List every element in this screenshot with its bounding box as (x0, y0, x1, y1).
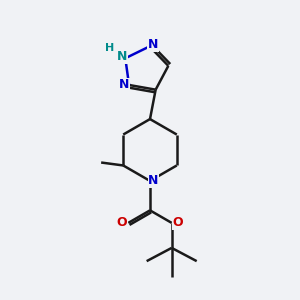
Text: O: O (116, 216, 127, 230)
Text: N: N (148, 174, 159, 188)
Text: N: N (118, 79, 129, 92)
Text: H: H (105, 43, 115, 53)
Text: N: N (117, 50, 127, 63)
Text: N: N (148, 38, 158, 51)
Text: O: O (173, 216, 184, 230)
